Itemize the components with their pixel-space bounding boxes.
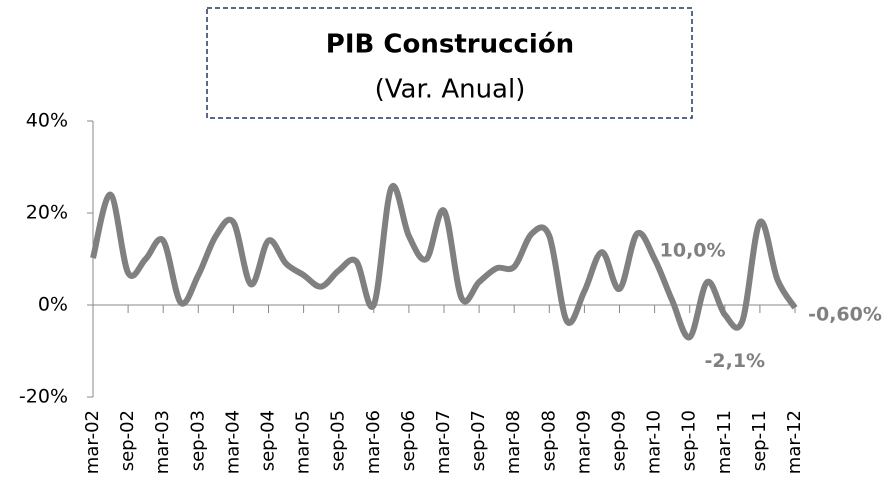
x-tick-label: mar-08 bbox=[503, 410, 524, 474]
x-tick-label: mar-03 bbox=[152, 410, 173, 474]
x-tick-label: mar-10 bbox=[644, 410, 665, 474]
x-tick-label: mar-04 bbox=[222, 410, 243, 474]
title-box bbox=[206, 7, 693, 119]
y-tick-label: 20% bbox=[26, 202, 68, 224]
y-tick-label: -20% bbox=[19, 386, 68, 408]
y-tick-label: 0% bbox=[38, 294, 68, 316]
x-tick-label: mar-05 bbox=[293, 410, 314, 474]
x-tick-label: mar-06 bbox=[363, 410, 384, 474]
x-tick-label: mar-07 bbox=[433, 410, 454, 474]
data-label: -2,1% bbox=[705, 350, 766, 372]
x-tick-label: sep-08 bbox=[538, 410, 559, 471]
x-tick-label: sep-10 bbox=[679, 410, 700, 471]
x-tick-label: sep-11 bbox=[749, 410, 770, 471]
x-tick-label: mar-02 bbox=[82, 410, 103, 474]
x-tick-label: sep-09 bbox=[609, 410, 630, 471]
x-tick-label: mar-09 bbox=[573, 410, 594, 474]
x-tick-label: sep-04 bbox=[258, 410, 279, 471]
x-tick-label: sep-02 bbox=[117, 410, 138, 471]
x-tick-label: sep-05 bbox=[328, 410, 349, 471]
chart-title: PIB Construcción bbox=[326, 30, 574, 60]
y-tick-label: 40% bbox=[26, 110, 68, 132]
data-label: 10,0% bbox=[660, 240, 726, 262]
x-tick-label: sep-03 bbox=[187, 410, 208, 471]
series-line bbox=[90, 182, 798, 341]
chart-subtitle: (Var. Anual) bbox=[375, 75, 526, 105]
data-label: -0,60% bbox=[808, 303, 882, 325]
x-tick-label: mar-12 bbox=[784, 410, 805, 474]
x-tick-label: mar-11 bbox=[714, 410, 735, 474]
x-tick-label: sep-06 bbox=[398, 410, 419, 471]
x-tick-label: sep-07 bbox=[468, 410, 489, 471]
